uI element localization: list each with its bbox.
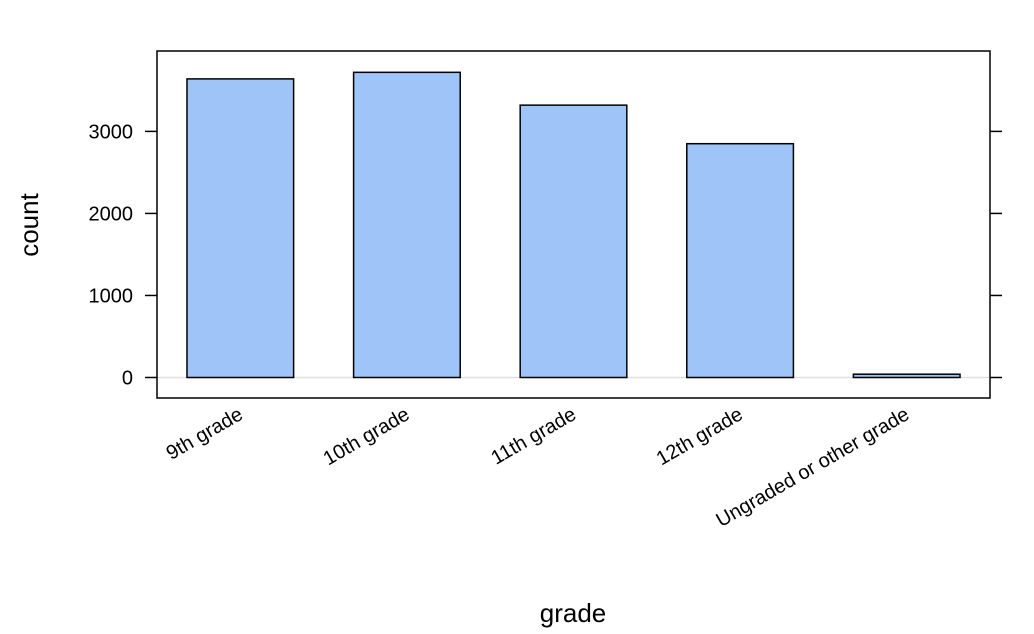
- bar-2: [519, 104, 628, 379]
- x-tick-label-1: 10th grade: [320, 403, 414, 470]
- bar-1: [352, 71, 461, 379]
- y-axis-right: [990, 130, 1002, 379]
- y-axis-left: 0 1000 2000 3000: [89, 121, 157, 389]
- x-tick-label-3: 12th grade: [653, 403, 747, 470]
- bar-4: [852, 373, 961, 379]
- plot-frame: [156, 50, 991, 399]
- bar-0: [186, 78, 295, 379]
- x-axis: 9th grade 10th grade 11th grade 12th gradeU…: [163, 403, 914, 532]
- x-tick-label-2: 11th grade: [487, 403, 580, 469]
- bar-3: [686, 142, 795, 379]
- y-tick-label-3: 3000: [89, 121, 134, 143]
- y-axis-title: count: [14, 192, 44, 256]
- x-tick-label-0: 9th grade: [163, 403, 247, 464]
- y-tick-label-1: 1000: [89, 285, 134, 307]
- bars-group: [186, 71, 961, 379]
- y-tick-label-0: 0: [122, 367, 133, 389]
- x-axis-title: grade: [540, 598, 607, 628]
- y-tick-label-2: 2000: [89, 203, 134, 225]
